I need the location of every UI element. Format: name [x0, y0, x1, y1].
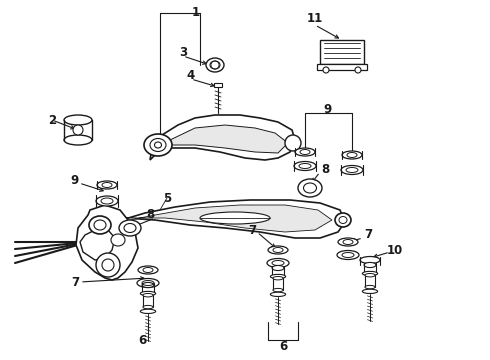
Ellipse shape — [360, 256, 380, 264]
Ellipse shape — [365, 274, 375, 277]
Circle shape — [285, 135, 301, 151]
Text: 7: 7 — [248, 224, 256, 237]
Ellipse shape — [143, 293, 153, 297]
Ellipse shape — [364, 262, 376, 267]
Ellipse shape — [142, 283, 154, 288]
Ellipse shape — [272, 265, 284, 271]
Ellipse shape — [294, 162, 316, 171]
Ellipse shape — [335, 213, 351, 227]
Ellipse shape — [144, 134, 172, 156]
Ellipse shape — [298, 179, 322, 197]
Text: 8: 8 — [321, 162, 329, 176]
Polygon shape — [112, 205, 332, 232]
Circle shape — [96, 253, 120, 277]
Ellipse shape — [64, 115, 92, 125]
Ellipse shape — [362, 271, 378, 276]
Ellipse shape — [119, 220, 141, 236]
Text: 4: 4 — [187, 68, 195, 81]
Text: 9: 9 — [70, 174, 78, 186]
Text: 2: 2 — [48, 113, 56, 126]
Text: 9: 9 — [324, 103, 332, 116]
Ellipse shape — [140, 291, 156, 296]
Ellipse shape — [138, 266, 158, 274]
Circle shape — [355, 67, 361, 73]
Text: 8: 8 — [146, 207, 154, 220]
Text: 10: 10 — [387, 243, 403, 256]
Polygon shape — [76, 205, 138, 280]
Ellipse shape — [143, 305, 153, 309]
Polygon shape — [162, 125, 288, 153]
Ellipse shape — [268, 246, 288, 254]
Ellipse shape — [362, 289, 378, 293]
Ellipse shape — [295, 148, 315, 156]
Text: 11: 11 — [307, 12, 323, 24]
Ellipse shape — [206, 58, 224, 72]
Ellipse shape — [140, 309, 156, 314]
Text: 3: 3 — [179, 45, 187, 59]
Ellipse shape — [273, 276, 283, 280]
Ellipse shape — [365, 285, 375, 289]
Ellipse shape — [341, 166, 363, 175]
Ellipse shape — [96, 196, 118, 206]
Text: 5: 5 — [163, 192, 171, 204]
Ellipse shape — [267, 258, 289, 267]
Ellipse shape — [270, 292, 286, 297]
Ellipse shape — [97, 181, 117, 189]
Circle shape — [73, 125, 83, 135]
Ellipse shape — [337, 251, 359, 260]
Ellipse shape — [89, 216, 111, 234]
Bar — [214, 83, 222, 87]
Bar — [320, 40, 364, 64]
Polygon shape — [80, 230, 115, 260]
Ellipse shape — [200, 212, 270, 224]
Ellipse shape — [270, 274, 286, 279]
Text: 6: 6 — [279, 339, 287, 352]
Text: 7: 7 — [364, 229, 372, 242]
Ellipse shape — [137, 279, 159, 288]
Circle shape — [323, 67, 329, 73]
Text: 7: 7 — [71, 275, 79, 288]
Ellipse shape — [342, 151, 362, 159]
Polygon shape — [150, 115, 295, 160]
Text: 6: 6 — [138, 333, 146, 346]
Polygon shape — [90, 200, 345, 238]
Bar — [317, 64, 367, 70]
Text: 1: 1 — [192, 5, 200, 18]
Ellipse shape — [338, 238, 358, 246]
Ellipse shape — [111, 234, 125, 246]
Ellipse shape — [273, 288, 283, 292]
